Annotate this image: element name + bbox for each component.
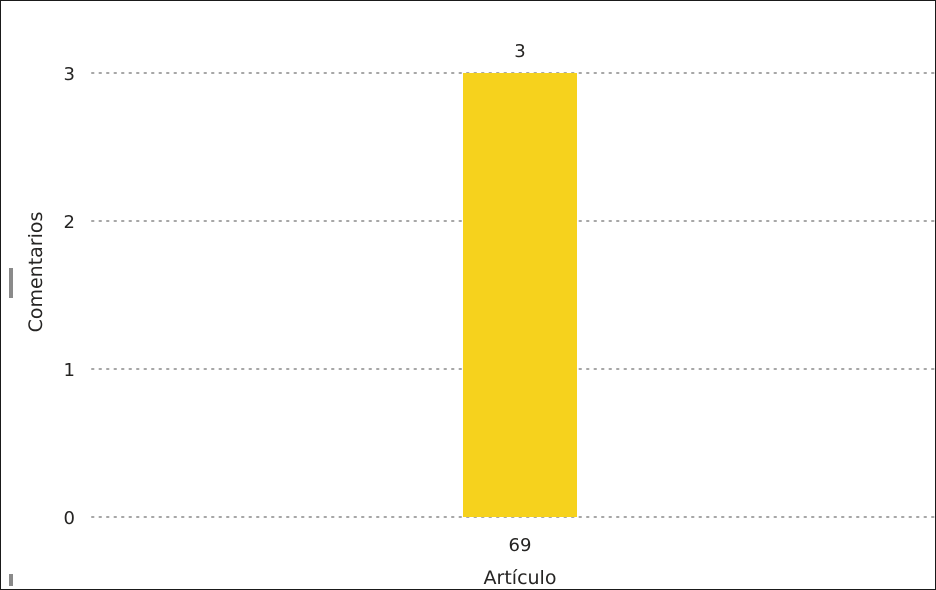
y-tick-label: 2: [64, 212, 75, 233]
x-axis-title: Artículo: [484, 567, 557, 589]
y-axis-ticks: 0 1 2 3: [64, 64, 75, 529]
x-category-label: 69: [509, 535, 532, 556]
bar[interactable]: [463, 73, 577, 517]
y-tick-label: 1: [64, 360, 75, 381]
y-axis-title: Comentarios: [25, 212, 47, 333]
y-tick-label: 0: [64, 508, 75, 529]
bars: [463, 73, 577, 517]
resize-handle-top[interactable]: [9, 268, 13, 298]
data-labels: 3: [514, 41, 525, 62]
y-tick-label: 3: [64, 64, 75, 85]
bar-data-label: 3: [514, 41, 525, 62]
resize-handle-bottom[interactable]: [9, 574, 13, 586]
x-axis-categories: 69: [509, 535, 532, 556]
